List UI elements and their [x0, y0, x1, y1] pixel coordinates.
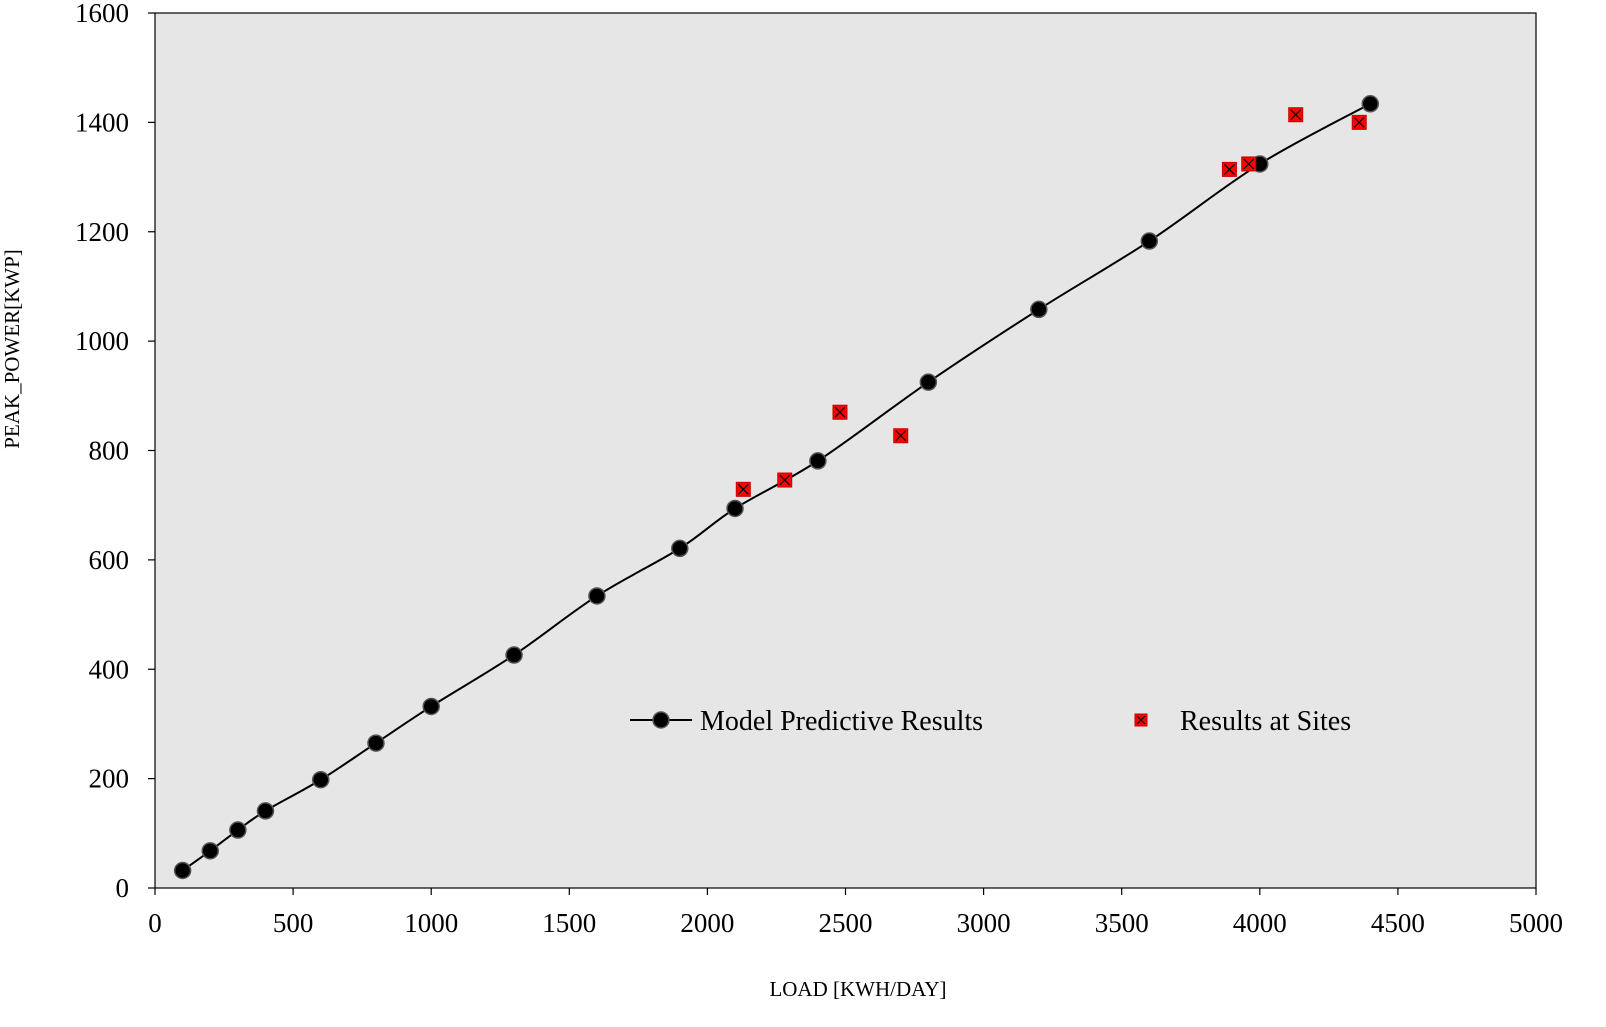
x-tick-label: 2000: [680, 908, 734, 938]
data-point-results-at-sites: [1351, 114, 1367, 130]
y-tick-labels: 0 200 400 600 800 1000 1200 1400 1600: [75, 0, 129, 903]
x-tick-label: 4000: [1233, 908, 1287, 938]
series-model-predictive-results: [173, 95, 1380, 880]
data-point-results-at-sites: [777, 472, 793, 488]
y-tick-label: 0: [116, 873, 130, 903]
data-point-results-at-sites: [1241, 156, 1257, 172]
x-tick-label: 0: [148, 908, 162, 938]
data-point-model-predictive-results: [256, 802, 275, 820]
x-tick-label: 500: [273, 908, 314, 938]
y-tick-label: 1400: [75, 107, 129, 137]
x-tick-marks: [154, 888, 1537, 895]
x-tick-label: 1000: [404, 908, 458, 938]
y-tick-label: 800: [89, 436, 130, 466]
x-tick-label: 4500: [1371, 908, 1425, 938]
site-marker-x: [1223, 163, 1235, 175]
legend-marker-model-predictive-results: [652, 711, 670, 729]
y-tick-label: 1600: [75, 0, 129, 28]
data-point-model-predictive-results: [173, 861, 192, 880]
y-tick-label: 600: [89, 545, 130, 575]
x-tick-label: 5000: [1509, 908, 1563, 938]
x-tick-label: 2500: [819, 908, 873, 938]
plot-area: [154, 12, 1537, 889]
data-point-results-at-sites: [735, 481, 751, 497]
x-axis-title: LOAD [KWH/DAY]: [769, 977, 946, 1001]
x-tick-label: 1500: [542, 908, 596, 938]
data-point-model-predictive-results: [919, 373, 938, 391]
data-point-results-at-sites: [1288, 107, 1304, 123]
data-point-model-predictive-results: [671, 539, 689, 558]
legend-label-results-at-sites: Results at Sites: [1180, 706, 1351, 737]
data-point-model-predictive-results: [588, 587, 606, 605]
data-point-model-predictive-results: [505, 646, 523, 664]
site-marker-x: [737, 483, 749, 495]
data-point-model-predictive-results: [201, 842, 219, 860]
y-tick-label: 1000: [75, 326, 129, 356]
y-axis-title: PEAK_POWER[KWP]: [0, 249, 24, 449]
x-tick-labels: 0 500 1000 1500 2000 2500 3000 3500 4000 4500 5000: [148, 908, 1563, 938]
site-marker-x: [1290, 109, 1302, 121]
data-point-model-predictive-results: [1361, 95, 1380, 113]
data-point-model-predictive-results: [809, 452, 827, 470]
site-marker-x: [895, 430, 907, 442]
legend: Model Predictive Results Results at Site…: [630, 706, 1351, 737]
site-marker-x: [1243, 158, 1255, 170]
site-marker-x: [834, 406, 846, 418]
data-point-results-at-sites: [1221, 161, 1237, 177]
data-point-results-at-sites: [893, 428, 909, 444]
x-tick-label: 3500: [1095, 908, 1149, 938]
data-point-model-predictive-results: [367, 734, 385, 752]
data-point-model-predictive-results: [1030, 300, 1048, 319]
series-results-at-sites: [735, 107, 1367, 497]
data-point-model-predictive-results: [422, 697, 440, 716]
y-tick-marks: [148, 12, 155, 889]
data-point-model-predictive-results: [229, 821, 247, 839]
site-marker-x: [779, 474, 791, 486]
data-point-results-at-sites: [832, 404, 848, 420]
data-point-model-predictive-results: [1140, 232, 1159, 250]
legend-label-model-predictive-results: Model Predictive Results: [700, 706, 983, 737]
data-point-model-predictive-results: [311, 770, 330, 789]
data-point-model-predictive-results: [726, 499, 744, 518]
site-marker-x: [1353, 116, 1365, 128]
y-tick-label: 400: [89, 654, 130, 684]
x-tick-label: 3000: [957, 908, 1011, 938]
y-tick-label: 1200: [75, 217, 129, 247]
y-tick-label: 200: [89, 764, 130, 794]
legend-marker-x-results-at-sites: [1136, 715, 1146, 725]
